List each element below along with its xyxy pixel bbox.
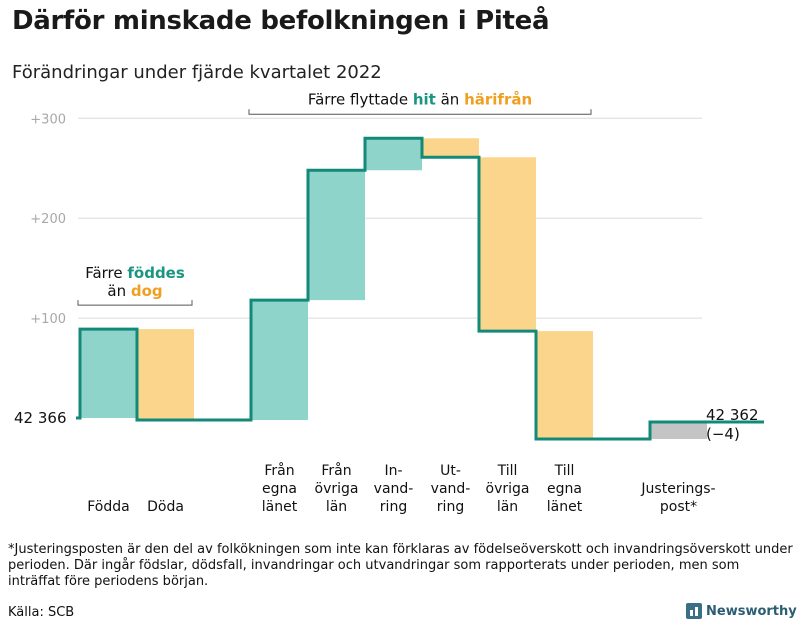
- end-value-label: 42 362: [706, 406, 759, 424]
- annotation-bracket: [248, 109, 592, 115]
- category-label: Från: [321, 462, 351, 479]
- waterfall-bar: [251, 300, 308, 420]
- category-label: Justerings-: [640, 481, 715, 497]
- category-label: ring: [437, 499, 464, 515]
- start-value-label: 42 366: [14, 409, 67, 427]
- annotation-label: Färre flyttade hit än härifrån: [308, 90, 532, 108]
- category-label: län: [326, 499, 347, 515]
- annotation-bracket: [77, 300, 193, 306]
- y-tick-label: +100: [30, 312, 66, 327]
- annotation-label: Färre föddes: [85, 264, 185, 282]
- annotation-label: än dog: [107, 282, 162, 300]
- category-label: övriga: [486, 481, 530, 497]
- category-label: Födda: [87, 499, 129, 515]
- y-tick-label: +300: [30, 112, 66, 127]
- source-label: Källa: SCB: [8, 605, 75, 620]
- bar-chart-icon: [686, 603, 702, 619]
- category-label: ring: [380, 499, 407, 515]
- waterfall-bar: [365, 138, 422, 171]
- footnote: *Justeringsposten är den del av folkökni…: [8, 542, 793, 589]
- waterfall-bar: [80, 329, 137, 418]
- waterfall-bar: [650, 421, 707, 439]
- waterfall-bar: [479, 157, 536, 332]
- category-label: vand-: [431, 481, 471, 497]
- end-change-label: (−4): [706, 425, 740, 443]
- category-label: övriga: [315, 481, 359, 497]
- category-label: In-: [384, 463, 402, 479]
- category-label: egna: [262, 481, 297, 497]
- waterfall-bar: [422, 138, 479, 158]
- category-label: Till: [497, 463, 518, 479]
- waterfall-chart: +100 +200 +300 42 366 42 362(−4) Födda Döda Frå…: [14, 90, 764, 515]
- category-label: egna: [547, 481, 582, 497]
- chart-title: Därför minskade befolkningen i Piteå: [12, 6, 550, 36]
- waterfall-bar: [308, 170, 365, 301]
- category-label: Till: [554, 463, 575, 479]
- chart-subtitle: Förändringar under fjärde kvartalet 2022: [12, 62, 382, 83]
- cumulative-step-line: [76, 136, 764, 441]
- waterfall-bar: [137, 329, 194, 420]
- y-tick-label: +200: [30, 212, 66, 227]
- category-label: Från: [264, 462, 294, 479]
- brand-name: Newsworthy: [706, 603, 797, 619]
- category-label: länet: [262, 499, 298, 515]
- newsworthy-logo: Newsworthy: [686, 603, 797, 619]
- category-label: post*: [660, 499, 697, 515]
- category-label: Ut-: [440, 463, 461, 479]
- category-label: län: [497, 499, 518, 515]
- waterfall-bar: [536, 331, 593, 439]
- category-label: Döda: [147, 499, 184, 515]
- category-label: vand-: [374, 481, 414, 497]
- category-label: länet: [547, 499, 583, 515]
